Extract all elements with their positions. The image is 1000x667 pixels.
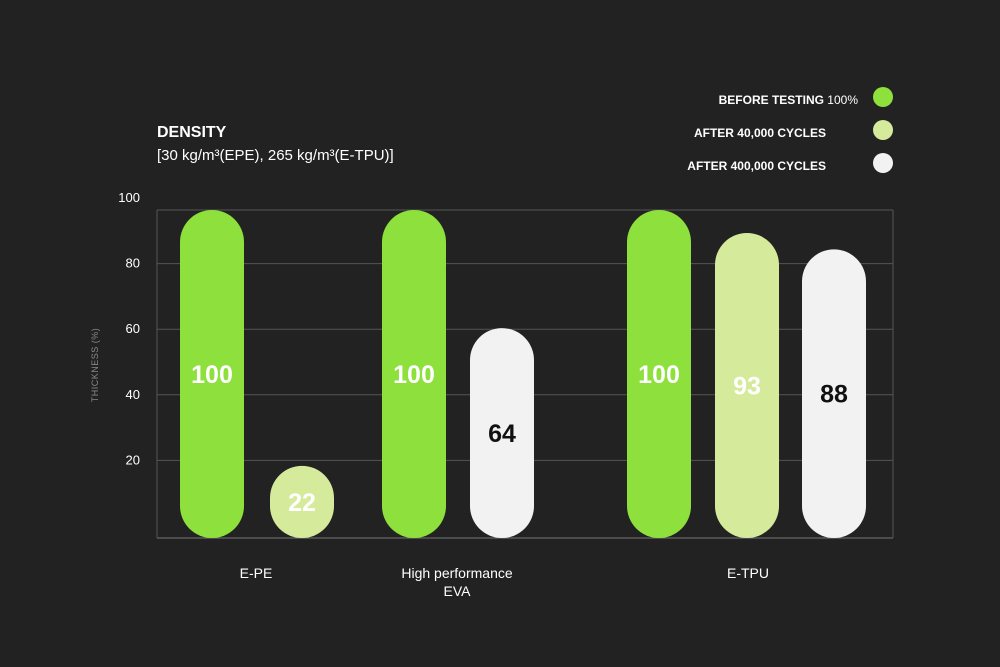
bar-value-label: 88 [820,381,848,409]
legend-item-label: BEFORE TESTING 100% [719,93,859,107]
chart-subtitle: [30 kg/m³(EPE), 265 kg/m³(E-TPU)] [157,147,394,164]
bar [470,328,534,538]
y-tick-label: 20 [126,452,140,467]
y-tick-label: 60 [126,321,140,336]
legend-swatch [873,87,893,107]
y-tick-label: 80 [126,256,140,271]
chart-title: DENSITY [157,124,227,141]
bar-value-label: 64 [488,420,516,448]
bar [270,465,334,538]
category-label: High performance [401,565,512,581]
legend-item-label: AFTER 400,000 CYCLES [687,159,826,173]
legend-swatch [873,120,893,140]
bar [802,249,866,539]
legend-item-suffix: 100% [824,93,858,107]
legend-item-label: AFTER 40,000 CYCLES [694,126,826,140]
category-labels: E-PE High performance EVA E-TPU [240,565,769,599]
bar [627,210,691,538]
y-axis-ticks: 20 40 60 80 100 [118,190,140,467]
bar-value-label: 100 [191,361,233,389]
bar [715,232,779,538]
category-label: E-TPU [727,565,769,581]
bars: 100 22 100 64 100 93 88 [180,210,866,539]
bar-value-label: 22 [288,489,316,517]
legend: BEFORE TESTING 100% AFTER 40,000 CYCLES AF… [687,87,893,173]
bar-value-label: 93 [733,372,761,400]
legend-swatch [873,153,893,173]
bar [180,210,244,538]
y-axis-label: THICKNESS (%) [90,328,100,403]
bar-value-label: 100 [638,361,680,389]
category-label: EVA [444,583,472,599]
y-tick-label: 100 [118,190,140,205]
category-label: E-PE [240,565,273,581]
bar [382,210,446,538]
bar-value-label: 100 [393,361,435,389]
y-tick-label: 40 [126,387,140,402]
